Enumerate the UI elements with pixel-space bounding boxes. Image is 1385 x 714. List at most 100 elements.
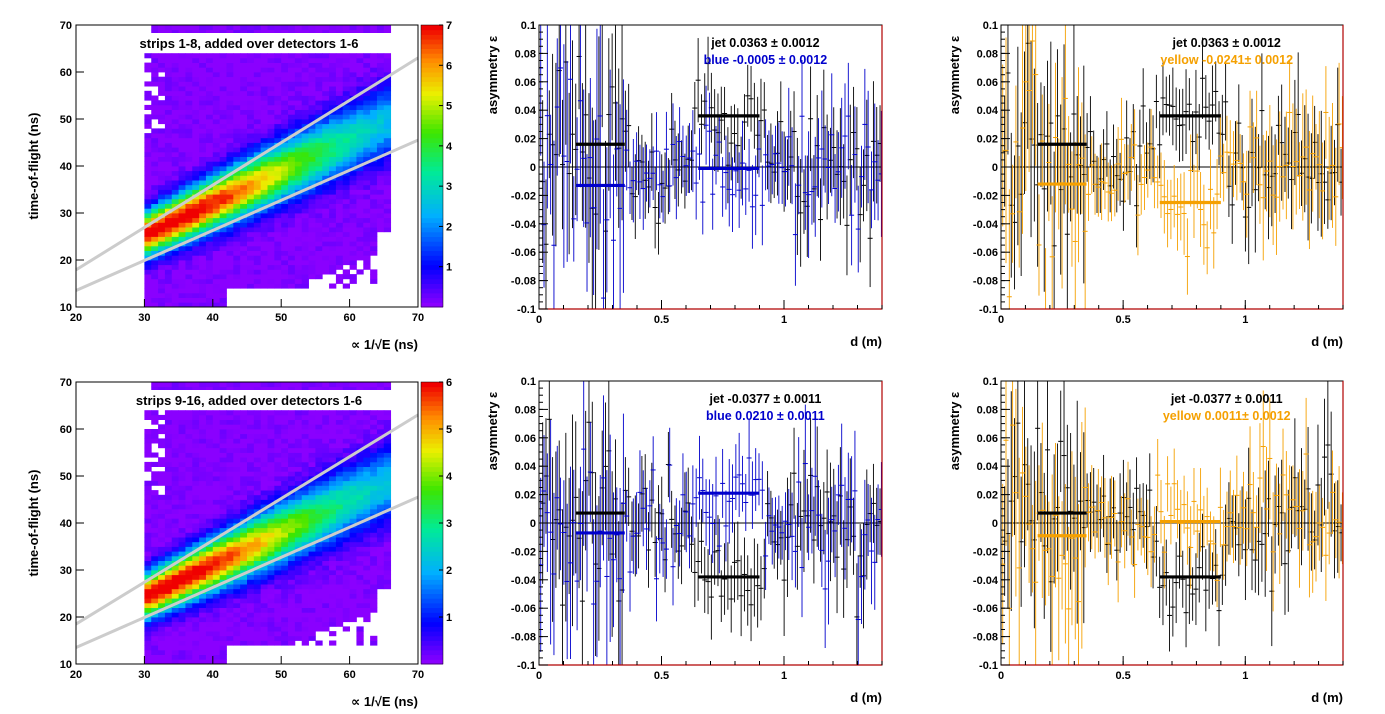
heatmap-cell xyxy=(281,25,289,31)
heatmap-cell xyxy=(322,480,330,486)
heatmap-cell xyxy=(212,213,221,219)
heatmap-cell xyxy=(322,602,330,608)
heatmap-cell xyxy=(376,81,385,87)
heatmap-cell xyxy=(171,612,179,618)
heatmap-cell xyxy=(288,29,296,35)
heatmap-cell xyxy=(205,147,214,153)
heatmap-cell xyxy=(205,466,214,472)
heatmap-cell xyxy=(356,142,364,148)
heatmap-cell xyxy=(158,104,166,110)
heatmap-cell xyxy=(329,114,337,120)
heatmap-cell xyxy=(253,602,262,608)
heatmap-cell xyxy=(335,114,344,120)
heatmap-cell xyxy=(288,114,296,120)
heatmap-cell xyxy=(363,264,371,270)
heatmap-cell xyxy=(185,222,193,228)
heatmap-cell xyxy=(158,537,166,543)
colorbar-segment xyxy=(421,579,443,585)
heatmap-cell xyxy=(376,128,385,134)
heatmap-cell xyxy=(158,109,166,115)
heatmap-cell xyxy=(240,457,248,463)
heatmap-cell xyxy=(301,86,309,92)
heatmap-cell xyxy=(178,250,186,256)
heatmap-cell xyxy=(294,25,303,31)
heatmap-cell xyxy=(383,90,392,96)
heatmap-cell xyxy=(199,255,207,261)
heatmap-cell xyxy=(301,90,309,96)
heatmap-cell xyxy=(274,283,282,289)
heatmap-cell xyxy=(253,598,262,604)
x-tick-label: 30 xyxy=(138,312,150,324)
heatmap-cell xyxy=(233,57,241,63)
heatmap-cell xyxy=(315,119,323,125)
heatmap-cell xyxy=(281,631,289,637)
heatmap-cell xyxy=(294,274,303,280)
heatmap-cell xyxy=(274,579,282,585)
heatmap-cell xyxy=(322,438,330,444)
heatmap-cell xyxy=(363,184,371,190)
heatmap-cell xyxy=(226,617,234,623)
heatmap-cell xyxy=(281,170,289,176)
heatmap-cell xyxy=(226,95,234,101)
heatmap-cell xyxy=(260,607,268,613)
heatmap-cell xyxy=(247,72,255,78)
heatmap-cell xyxy=(171,156,179,162)
heatmap-cell xyxy=(342,579,350,585)
heatmap-cell xyxy=(335,156,344,162)
heatmap-cell xyxy=(240,231,248,237)
heatmap-cell xyxy=(274,546,282,552)
heatmap-cell xyxy=(308,579,316,585)
heatmap-cell xyxy=(356,180,364,186)
heatmap-cell xyxy=(363,62,371,68)
heatmap-cell xyxy=(205,527,214,533)
heatmap-cell xyxy=(226,175,234,181)
heatmap-cell xyxy=(301,485,309,491)
heatmap-cell xyxy=(151,147,159,153)
heatmap-cell xyxy=(158,278,166,284)
heatmap-cell xyxy=(199,90,207,96)
heatmap-cell xyxy=(335,490,344,496)
heatmap-cell xyxy=(260,424,268,430)
colorbar-segment xyxy=(421,433,443,439)
colorbar-segment xyxy=(421,640,443,646)
heatmap-cell xyxy=(342,250,350,256)
heatmap-cell xyxy=(247,476,255,482)
colorbar-segment xyxy=(421,67,443,73)
heatmap-cell xyxy=(349,194,357,200)
heatmap-cell xyxy=(199,213,207,219)
heatmap-cell xyxy=(199,555,207,561)
heatmap-cell xyxy=(247,250,255,256)
heatmap-cell xyxy=(370,189,378,195)
heatmap-cell xyxy=(356,410,364,416)
heatmap-cell xyxy=(363,457,371,463)
heatmap-cell xyxy=(349,438,357,444)
heatmap-cell xyxy=(342,452,350,458)
heatmap-cell xyxy=(199,584,207,590)
heatmap-cell xyxy=(164,260,173,266)
heatmap-cell xyxy=(164,302,173,308)
heatmap-cell xyxy=(199,537,207,543)
heatmap-cell xyxy=(253,255,262,261)
heatmap-cell xyxy=(226,471,234,477)
heatmap-cell xyxy=(356,25,364,31)
heatmap-cell xyxy=(315,640,323,646)
heatmap-cell xyxy=(294,29,303,35)
heatmap-cell xyxy=(349,607,357,613)
heatmap-cell xyxy=(335,123,344,129)
heatmap-cell xyxy=(315,424,323,430)
heatmap-cell xyxy=(219,292,227,298)
heatmap-cell xyxy=(267,194,275,200)
heatmap-cell xyxy=(349,147,357,153)
heatmap-cell xyxy=(178,255,186,261)
heatmap-cell xyxy=(171,292,179,298)
heatmap-cell xyxy=(322,508,330,514)
heatmap-cell xyxy=(151,81,159,87)
heatmap-cell xyxy=(260,527,268,533)
heatmap-cell xyxy=(240,283,248,289)
heatmap-cell xyxy=(253,640,262,646)
heatmap-cell xyxy=(376,151,385,157)
heatmap-cell xyxy=(356,213,364,219)
heatmap-cell xyxy=(383,480,392,486)
heatmap-cell xyxy=(301,424,309,430)
heatmap-cell xyxy=(171,151,179,157)
